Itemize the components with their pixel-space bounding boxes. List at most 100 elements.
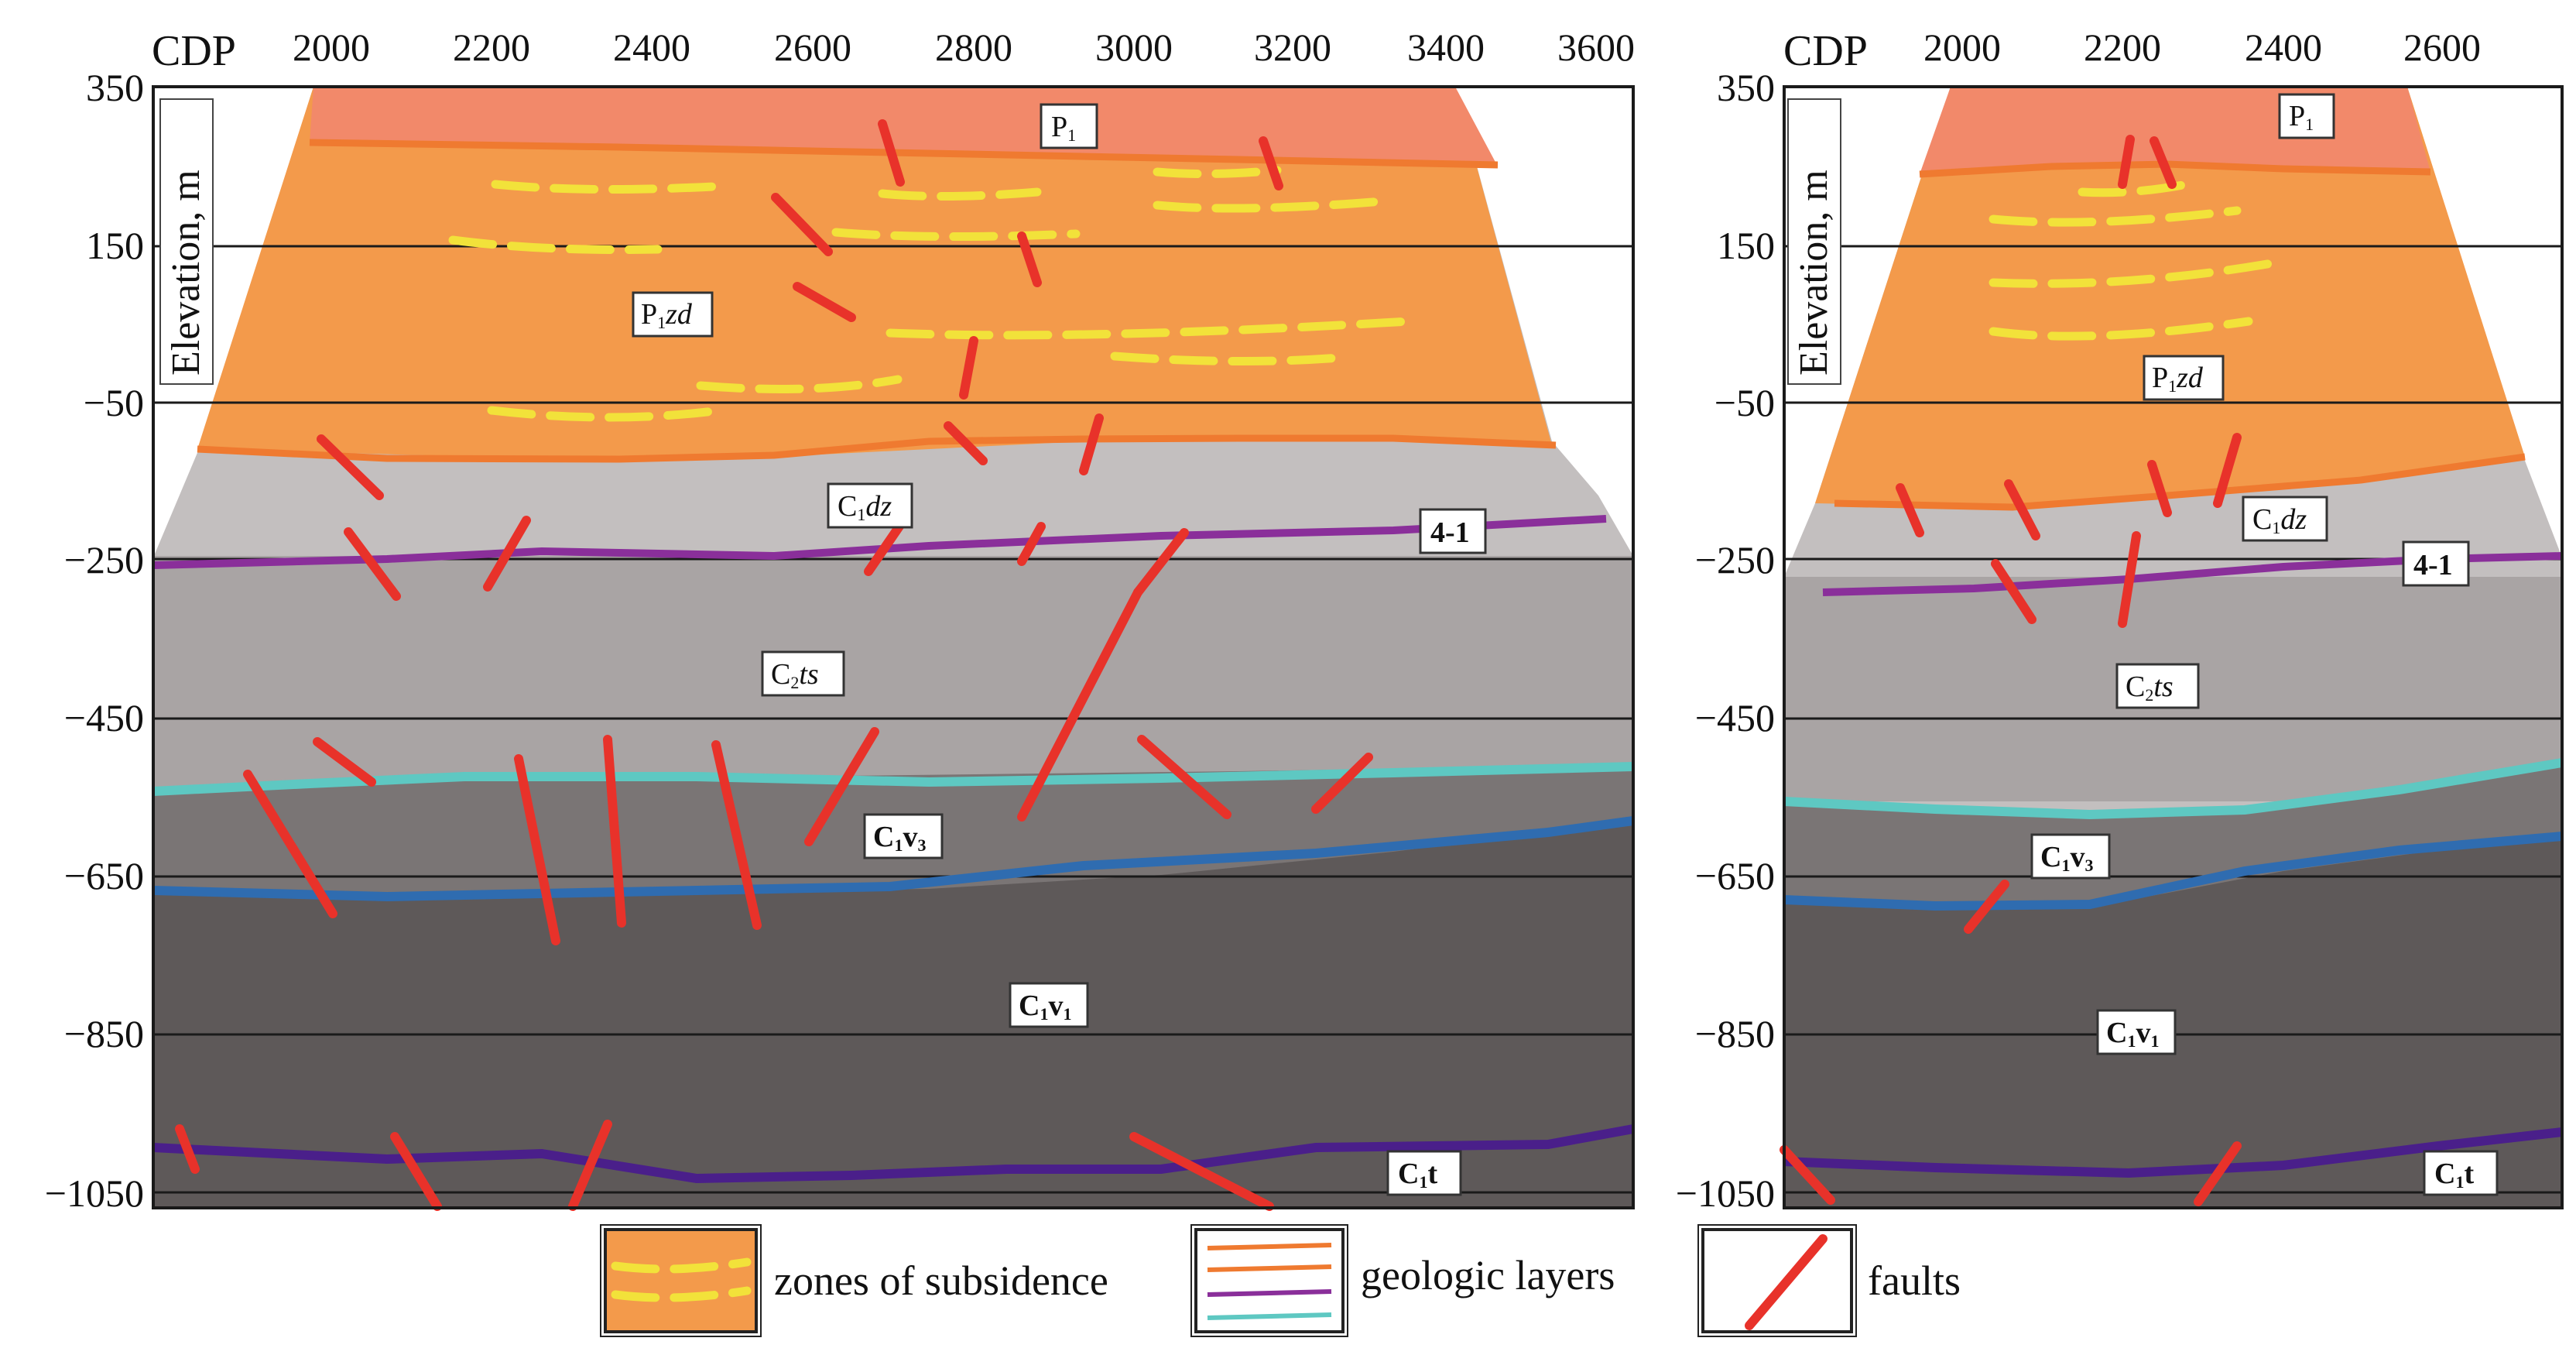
x-tick: 2200	[2084, 26, 2161, 69]
fault	[2118, 531, 2141, 628]
left-gridlines	[153, 245, 1633, 1194]
right-white-corner	[1455, 87, 1633, 556]
label-c1t: C1t	[2423, 1150, 2499, 1196]
y-tick: −450	[1695, 696, 1775, 739]
c2ts-stratum	[153, 556, 1633, 788]
fault	[317, 434, 384, 500]
x-tick: 2200	[453, 26, 530, 69]
y-tick: −450	[64, 696, 144, 739]
left-x-axis-label: CDP	[152, 27, 236, 75]
y-tick: −250	[64, 538, 144, 581]
label-c2ts: C2ts	[2115, 663, 2200, 709]
layer-line-p1zd-base	[197, 434, 1557, 463]
c1v1-stratum	[153, 821, 1633, 1208]
svg-text:C1v1: C1v1	[1019, 990, 1071, 1024]
fault	[2004, 479, 2040, 540]
layer-line-c1t-top	[152, 1124, 1635, 1184]
subsidence-dash	[878, 187, 1042, 201]
label-p1: P1	[2278, 93, 2335, 139]
fault	[2118, 135, 2135, 189]
y-tick: −650	[64, 854, 144, 897]
fault	[1017, 588, 1142, 822]
y-tick: −650	[1695, 854, 1775, 897]
fault	[711, 740, 762, 930]
subsidence-dash	[1989, 317, 2253, 341]
right-plot-frame	[1783, 85, 2564, 1209]
fault	[878, 119, 905, 187]
x-tick: 2600	[2403, 26, 2481, 69]
svg-text:C1v3: C1v3	[2040, 841, 2093, 875]
fault	[2150, 136, 2177, 189]
label-p1zd: P1zd	[632, 291, 714, 338]
fault	[243, 770, 337, 918]
fault	[603, 735, 626, 928]
right-faults	[1780, 135, 2242, 1206]
subsidence-dash	[487, 406, 724, 422]
svg-text:P1zd: P1zd	[2152, 362, 2204, 396]
fault	[959, 336, 978, 400]
subsidence-zone	[197, 87, 1552, 458]
fault	[1133, 528, 1189, 597]
x-tick: 3200	[1254, 26, 1331, 69]
fault	[2213, 433, 2242, 508]
left-panel: Elevation, m P1 P1zd C1dz 4-1 C2ts	[45, 26, 1635, 1215]
fault	[1017, 232, 1042, 287]
subsidence-dash	[1989, 259, 2276, 288]
y-tick: −50	[1714, 381, 1775, 424]
fault	[793, 282, 856, 322]
right-ylabel-box	[1787, 98, 1841, 385]
legend-subsidence: zones of subsidence	[600, 1224, 1108, 1337]
x-tick: 3600	[1557, 26, 1635, 69]
subsidence-dash	[2078, 177, 2203, 197]
y-tick: −1050	[45, 1171, 144, 1215]
legend-faults-label: faults	[1868, 1257, 1961, 1304]
x-tick: 2000	[1923, 26, 2001, 69]
fault	[1896, 483, 1924, 537]
svg-text:C1dz: C1dz	[2252, 503, 2307, 537]
y-tick: 350	[1717, 66, 1775, 109]
layer-line-c1v1-top	[152, 816, 1634, 902]
legend-subsidence-swatch	[604, 1228, 758, 1333]
layer-line-c1v3-top	[1783, 758, 2563, 820]
right-x-axis-label: CDP	[1783, 27, 1868, 75]
label-p1: P1	[1040, 103, 1098, 149]
right-x-ticks: 2000 2200 2400 2600	[1923, 26, 2481, 69]
label-c1v1: C1v1	[1009, 982, 1089, 1028]
fault	[568, 1120, 612, 1211]
left-subsidence-dashes	[448, 166, 1413, 422]
fault	[344, 527, 401, 601]
svg-text:C2ts: C2ts	[2126, 671, 2174, 705]
label-c2ts: C2ts	[761, 650, 845, 697]
svg-text:C1dz: C1dz	[838, 490, 892, 524]
svg-text:P1: P1	[2289, 100, 2314, 134]
right-y-axis-label: Elevation, m	[1792, 170, 1836, 376]
layer-line-p1-base	[309, 139, 1499, 169]
legend-layers: geologic layers	[1190, 1224, 1615, 1337]
label-c1t: C1t	[1386, 1150, 1462, 1196]
right-subsidence-dashes	[1989, 177, 2276, 341]
fault	[1311, 753, 1373, 814]
fault	[1964, 880, 2009, 934]
fault	[2147, 460, 2172, 517]
layer-line-p1zd-base	[1834, 453, 2526, 511]
subsidence-dash	[1989, 206, 2242, 227]
label-c1dz: C1dz	[827, 482, 913, 529]
x-tick: 2800	[935, 26, 1012, 69]
fault	[1129, 1132, 1274, 1211]
fault	[1780, 1145, 1835, 1205]
fault	[313, 737, 376, 787]
subsidence-dash	[1153, 197, 1386, 213]
y-tick: −1050	[1676, 1171, 1775, 1215]
y-tick: −50	[84, 381, 144, 424]
label-4-1: 4-1	[2402, 540, 2470, 587]
legend-subsidence-label: zones of subsidence	[774, 1257, 1108, 1304]
x-tick: 2000	[293, 26, 370, 69]
left-ylabel-box	[159, 98, 214, 385]
subsidence-dash	[696, 375, 903, 393]
left-x-ticks: 2000 2200 2400 2600 2800 3000 3200 3400 …	[293, 26, 1635, 69]
subsidence-dash	[1110, 352, 1344, 366]
layer-line-4-1	[152, 515, 1607, 569]
x-tick: 2600	[774, 26, 851, 69]
fault	[944, 421, 988, 465]
